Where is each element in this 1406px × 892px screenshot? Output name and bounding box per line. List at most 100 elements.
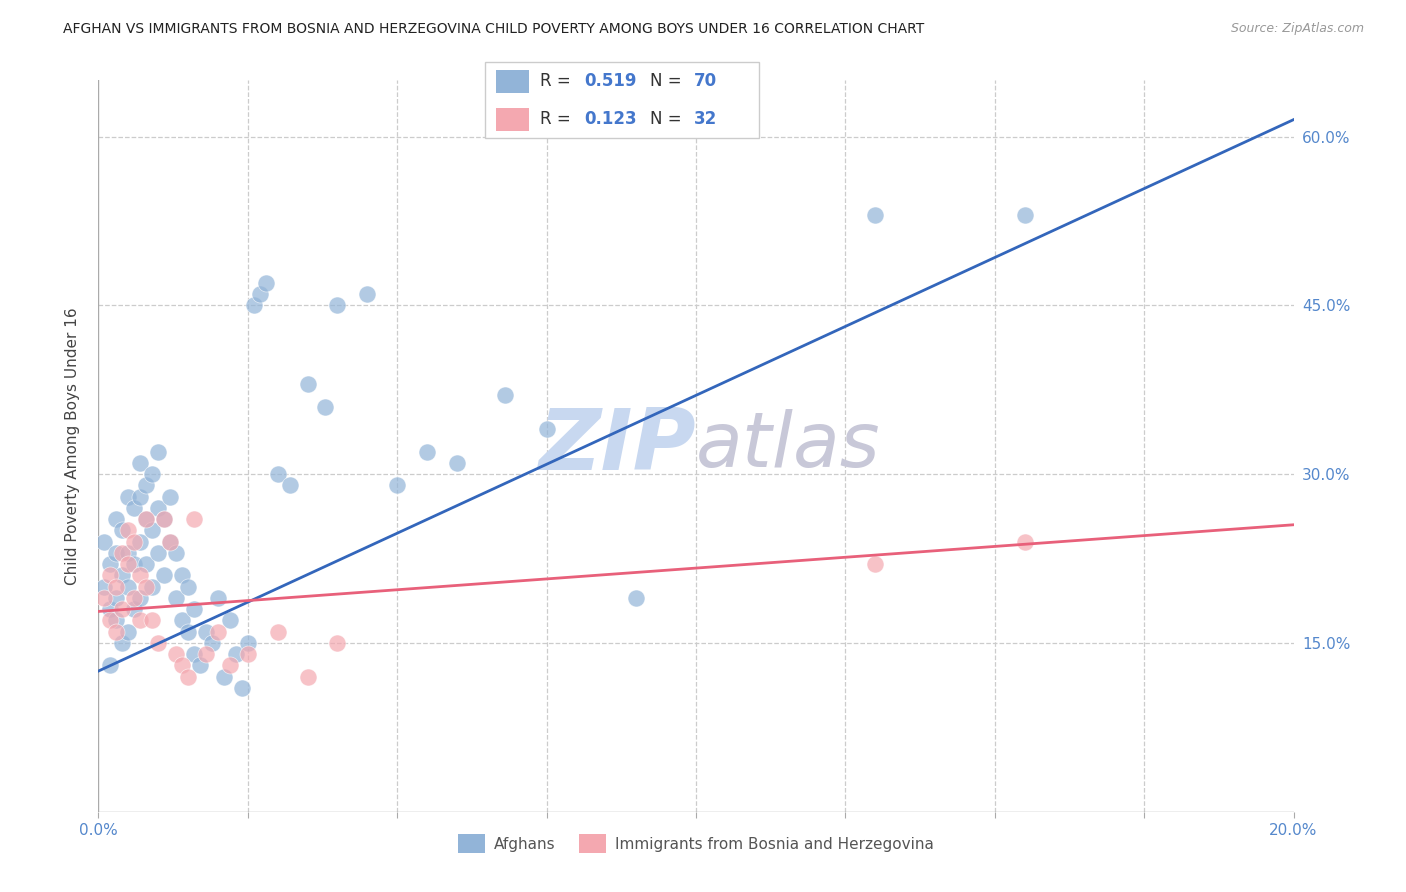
Point — [225, 647, 247, 661]
Point — [278, 478, 301, 492]
Point — [111, 602, 134, 616]
Point — [129, 456, 152, 470]
Point — [117, 546, 139, 560]
Point — [254, 276, 277, 290]
Point — [1014, 534, 1036, 549]
Point — [249, 287, 271, 301]
Point — [98, 602, 122, 616]
Point — [124, 534, 146, 549]
FancyBboxPatch shape — [496, 70, 529, 93]
Point — [267, 467, 290, 482]
Point — [172, 568, 194, 582]
Point — [93, 534, 115, 549]
Point — [117, 524, 139, 538]
Point — [124, 591, 146, 605]
Point — [1014, 208, 1036, 222]
Text: 0.519: 0.519 — [583, 72, 637, 90]
Point — [98, 658, 122, 673]
Point — [236, 636, 259, 650]
Point — [195, 624, 218, 639]
Point — [165, 591, 187, 605]
Point — [105, 591, 128, 605]
Point — [141, 614, 163, 628]
Point — [177, 624, 200, 639]
Point — [124, 602, 146, 616]
Point — [201, 636, 224, 650]
Point — [148, 546, 170, 560]
Point — [93, 591, 115, 605]
Point — [111, 546, 134, 560]
Point — [98, 568, 122, 582]
Point — [626, 591, 648, 605]
Point — [141, 580, 163, 594]
Point — [148, 444, 170, 458]
Text: ZIP: ZIP — [538, 404, 696, 488]
Point — [93, 580, 115, 594]
FancyBboxPatch shape — [496, 108, 529, 130]
Point — [135, 512, 157, 526]
Point — [105, 580, 128, 594]
Point — [105, 624, 128, 639]
Point — [416, 444, 439, 458]
Text: atlas: atlas — [696, 409, 880, 483]
Point — [124, 500, 146, 515]
Point — [124, 557, 146, 571]
Point — [207, 591, 229, 605]
Point — [159, 490, 181, 504]
Text: N =: N = — [650, 72, 686, 90]
Point — [446, 456, 468, 470]
Legend: Afghans, Immigrants from Bosnia and Herzegovina: Afghans, Immigrants from Bosnia and Herz… — [451, 828, 941, 859]
Point — [865, 208, 887, 222]
Point — [117, 557, 139, 571]
Point — [231, 681, 253, 695]
Point — [153, 568, 176, 582]
Point — [117, 580, 139, 594]
Text: 32: 32 — [693, 111, 717, 128]
Point — [105, 512, 128, 526]
Point — [111, 636, 134, 650]
Point — [129, 534, 152, 549]
Point — [141, 524, 163, 538]
Point — [315, 400, 337, 414]
Point — [111, 524, 134, 538]
Point — [212, 670, 235, 684]
Point — [148, 636, 170, 650]
Point — [111, 568, 134, 582]
Point — [297, 377, 319, 392]
Point — [98, 557, 122, 571]
Text: R =: R = — [540, 111, 576, 128]
Point — [148, 500, 170, 515]
Point — [172, 614, 194, 628]
Point — [98, 614, 122, 628]
Point — [165, 647, 187, 661]
Point — [207, 624, 229, 639]
Point — [188, 658, 211, 673]
Point — [129, 614, 152, 628]
Point — [135, 580, 157, 594]
Text: R =: R = — [540, 72, 576, 90]
Point — [165, 546, 187, 560]
Point — [172, 658, 194, 673]
Point — [865, 557, 887, 571]
Point — [153, 512, 176, 526]
Point — [177, 670, 200, 684]
Point — [135, 478, 157, 492]
Point — [135, 557, 157, 571]
Point — [219, 614, 242, 628]
Point — [243, 298, 266, 312]
Point — [117, 490, 139, 504]
Point — [105, 546, 128, 560]
Point — [297, 670, 319, 684]
Point — [159, 534, 181, 549]
FancyBboxPatch shape — [485, 62, 759, 138]
Point — [267, 624, 290, 639]
Point — [177, 580, 200, 594]
Text: AFGHAN VS IMMIGRANTS FROM BOSNIA AND HERZEGOVINA CHILD POVERTY AMONG BOYS UNDER : AFGHAN VS IMMIGRANTS FROM BOSNIA AND HER… — [63, 22, 925, 37]
Point — [159, 534, 181, 549]
Point — [135, 512, 157, 526]
Point — [153, 512, 176, 526]
Text: Source: ZipAtlas.com: Source: ZipAtlas.com — [1230, 22, 1364, 36]
Text: N =: N = — [650, 111, 686, 128]
Point — [117, 624, 139, 639]
Text: 70: 70 — [693, 72, 717, 90]
